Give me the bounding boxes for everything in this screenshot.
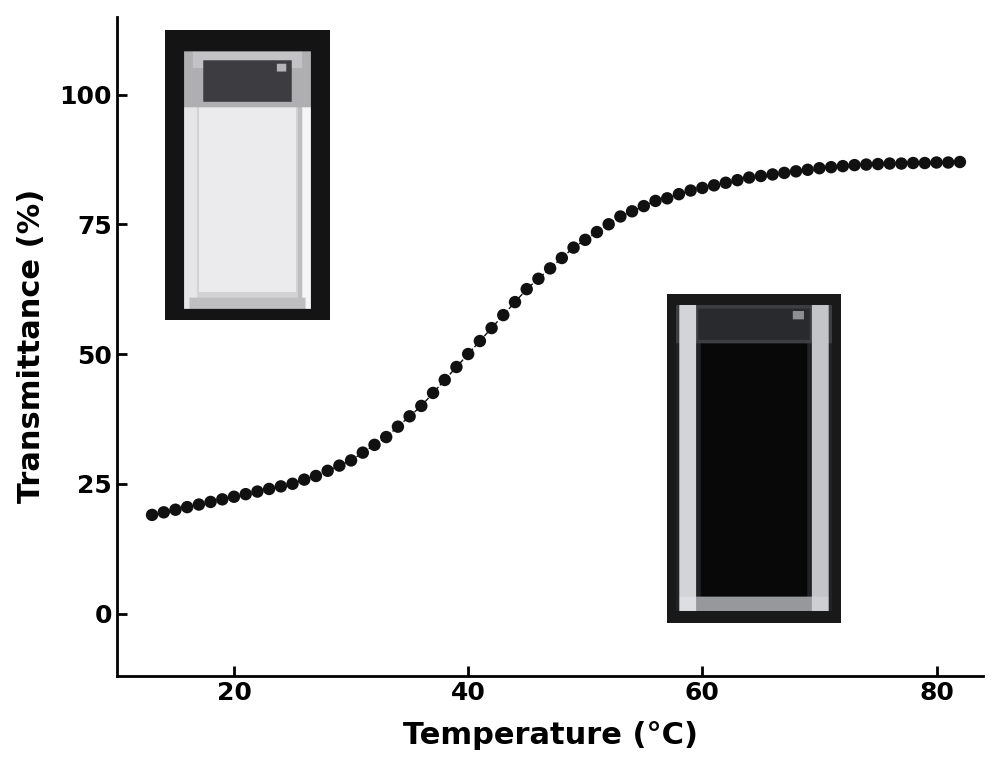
Point — [847, 159, 863, 171]
Point — [554, 252, 570, 264]
Point — [249, 486, 265, 498]
Point — [191, 499, 207, 511]
Point — [589, 226, 605, 239]
Point — [718, 176, 734, 189]
Point — [167, 504, 183, 516]
Point — [472, 335, 488, 347]
Point — [659, 193, 675, 205]
Point — [460, 348, 476, 360]
Point — [753, 170, 769, 182]
Point — [940, 156, 956, 169]
Point — [273, 480, 289, 492]
Point — [671, 188, 687, 200]
Point — [741, 171, 757, 183]
Point — [800, 163, 816, 176]
Point — [694, 182, 710, 194]
Point — [952, 156, 968, 168]
Point — [706, 179, 722, 192]
Y-axis label: Transmittance (%): Transmittance (%) — [17, 189, 46, 503]
Point — [495, 309, 511, 321]
Point — [893, 157, 909, 170]
Point — [683, 184, 699, 196]
Point — [542, 262, 558, 275]
Point — [648, 195, 664, 207]
Point — [776, 166, 792, 179]
Point — [261, 483, 277, 495]
Point — [811, 162, 827, 174]
Point — [144, 509, 160, 521]
Point — [203, 495, 219, 508]
Point — [507, 296, 523, 308]
Point — [448, 360, 464, 373]
Point — [765, 168, 781, 180]
Point — [484, 322, 500, 334]
Point — [308, 470, 324, 482]
Point — [870, 158, 886, 170]
Point — [331, 459, 347, 472]
Point — [226, 491, 242, 503]
Point — [402, 410, 418, 423]
Point — [577, 234, 593, 246]
Point — [378, 431, 394, 443]
Point — [905, 157, 921, 170]
Point — [636, 200, 652, 212]
Point — [320, 465, 336, 477]
Point — [612, 210, 628, 222]
Point — [530, 272, 546, 285]
Point — [390, 420, 406, 433]
Point — [835, 160, 851, 173]
Point — [343, 454, 359, 466]
X-axis label: Temperature (°C): Temperature (°C) — [403, 721, 698, 750]
Point — [519, 283, 535, 295]
Point — [624, 205, 640, 217]
Point — [929, 156, 945, 169]
Point — [425, 387, 441, 399]
Point — [566, 242, 582, 254]
Point — [366, 439, 382, 451]
Point — [601, 218, 617, 230]
Point — [179, 501, 195, 513]
Point — [214, 493, 230, 505]
Point — [823, 161, 839, 173]
Point — [917, 157, 933, 170]
Point — [858, 159, 874, 171]
Point — [355, 446, 371, 459]
Point — [238, 488, 254, 500]
Point — [882, 157, 898, 170]
Point — [285, 478, 301, 490]
Point — [788, 165, 804, 177]
Point — [437, 374, 453, 386]
Point — [413, 400, 429, 412]
Point — [729, 174, 745, 186]
Point — [296, 473, 312, 486]
Point — [156, 506, 172, 518]
